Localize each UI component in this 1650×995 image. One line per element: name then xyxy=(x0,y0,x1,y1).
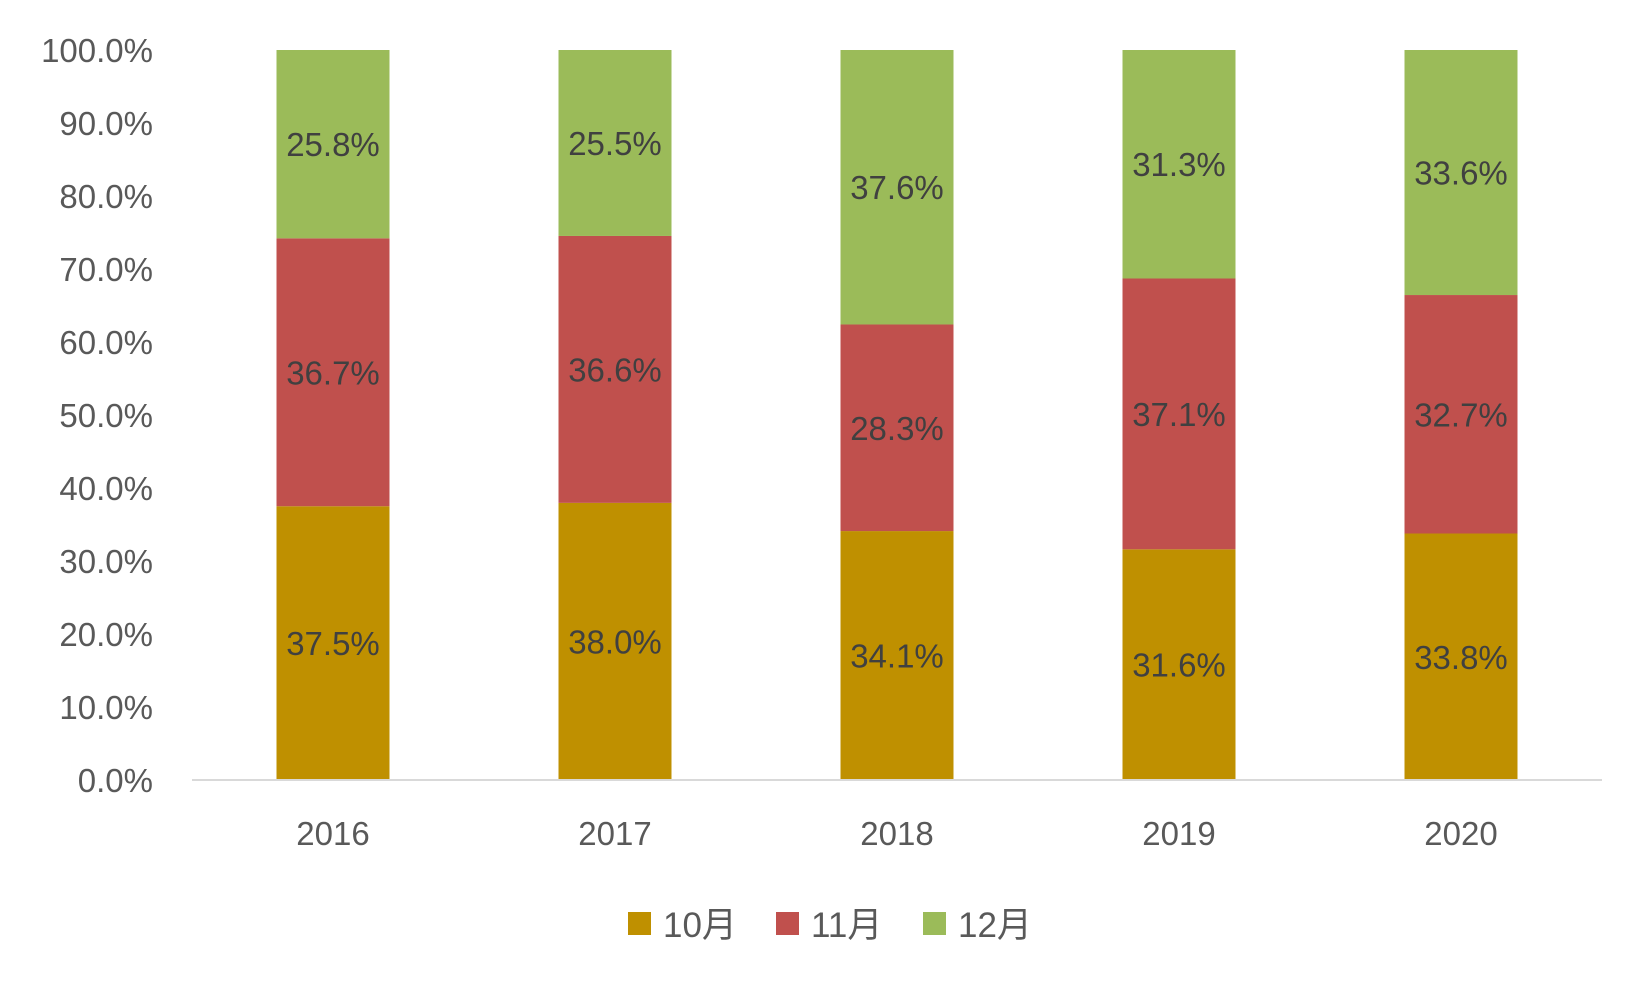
bar-stack-2017: 38.0% 36.6% 25.5% xyxy=(558,50,672,780)
data-label: 33.6% xyxy=(1414,155,1508,192)
y-tick-label: 40.0% xyxy=(59,470,153,507)
bar-segment xyxy=(276,50,390,239)
data-label: 38.0% xyxy=(568,623,662,660)
bar-stack-2020: 33.8% 32.7% 33.6% xyxy=(1404,50,1518,780)
bar-segment xyxy=(1404,50,1518,296)
data-label: 25.5% xyxy=(568,125,662,162)
data-label: 36.6% xyxy=(568,351,662,388)
bars: 37.5% 36.7% 25.8% 38.0% 36.6% 25.5% 34.1% 28.3%… xyxy=(276,50,1518,780)
x-tick-label: 2020 xyxy=(1424,815,1497,852)
bar-segment xyxy=(558,235,672,503)
y-tick-label: 20.0% xyxy=(59,616,153,653)
legend-label: 10月 xyxy=(663,906,737,945)
bar-stack-2018: 34.1% 28.3% 37.6% xyxy=(840,50,954,780)
y-tick-label: 70.0% xyxy=(59,251,153,288)
bar-segment xyxy=(1122,278,1236,550)
data-label: 25.8% xyxy=(286,126,380,163)
bar-segment xyxy=(1404,295,1518,534)
x-tick-label: 2019 xyxy=(1142,815,1215,852)
y-axis: 0.0% 10.0% 20.0% 30.0% 40.0% 50.0% 60.0% 70.0% 8… xyxy=(41,32,153,799)
y-tick-label: 60.0% xyxy=(59,324,153,361)
bar-segment xyxy=(558,502,672,780)
data-label: 37.6% xyxy=(850,169,944,206)
legend-swatch xyxy=(628,912,651,935)
legend-item: 10月 xyxy=(628,906,737,945)
y-tick-label: 80.0% xyxy=(59,178,153,215)
data-label: 31.3% xyxy=(1132,146,1226,183)
legend-swatch xyxy=(776,912,799,935)
y-tick-label: 10.0% xyxy=(59,689,153,726)
y-tick-label: 0.0% xyxy=(78,762,153,799)
bar-stack-2016: 37.5% 36.7% 25.8% xyxy=(276,50,390,780)
bar-segment xyxy=(276,238,390,507)
legend: 10月 11月 12月 xyxy=(628,906,1032,945)
data-label: 31.6% xyxy=(1132,647,1226,684)
x-tick-label: 2017 xyxy=(578,815,651,852)
data-label: 36.7% xyxy=(286,354,380,391)
data-label: 28.3% xyxy=(850,410,944,447)
y-tick-label: 100.0% xyxy=(41,32,153,69)
data-label: 33.8% xyxy=(1414,639,1508,676)
legend-label: 11月 xyxy=(811,906,882,945)
bar-segment xyxy=(840,531,954,780)
y-tick-label: 50.0% xyxy=(59,397,153,434)
data-label: 34.1% xyxy=(850,638,944,675)
y-tick-label: 30.0% xyxy=(59,543,153,580)
legend-item: 12月 xyxy=(923,906,1032,945)
bar-segment xyxy=(1122,50,1236,279)
x-tick-label: 2016 xyxy=(296,815,369,852)
bar-stack-2019: 31.6% 37.1% 31.3% xyxy=(1122,50,1236,780)
bar-segment xyxy=(840,324,954,532)
x-tick-label: 2018 xyxy=(860,815,933,852)
bar-segment xyxy=(840,50,954,325)
data-label: 37.5% xyxy=(286,625,380,662)
legend-item: 11月 xyxy=(776,906,882,945)
data-label: 37.1% xyxy=(1132,396,1226,433)
bar-segment xyxy=(1404,533,1518,780)
data-label: 32.7% xyxy=(1414,396,1508,433)
legend-label: 12月 xyxy=(958,906,1032,945)
y-tick-label: 90.0% xyxy=(59,105,153,142)
bar-segment xyxy=(276,506,390,780)
legend-swatch xyxy=(923,912,946,935)
x-axis: 2016 2017 2018 2019 2020 xyxy=(296,815,1497,852)
bar-segment xyxy=(558,50,672,236)
bar-segment xyxy=(1122,549,1236,780)
